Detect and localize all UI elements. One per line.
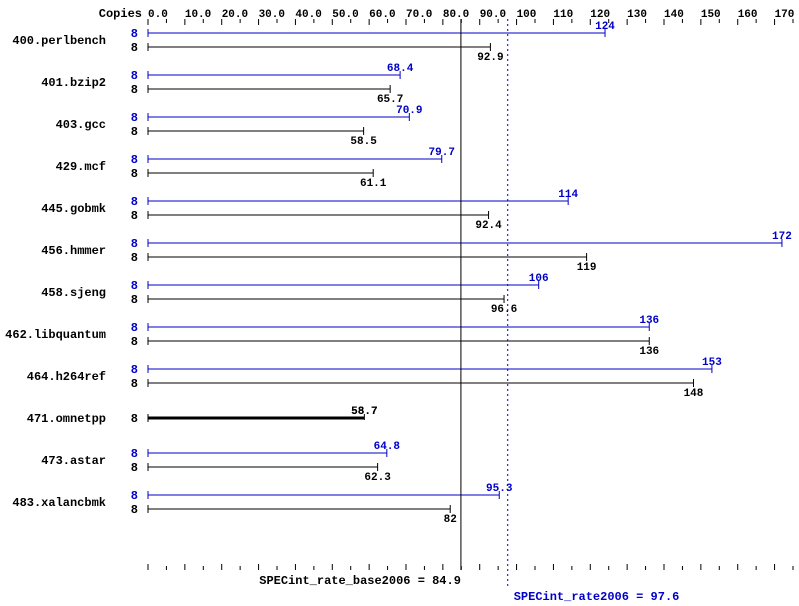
copies-label: 8 (131, 503, 138, 517)
svg-text:10.0: 10.0 (185, 9, 211, 21)
value-label: 136 (639, 315, 659, 327)
svg-text:58.7: 58.7 (351, 406, 377, 418)
value-label: 172 (772, 231, 792, 243)
svg-text:110: 110 (553, 9, 573, 21)
benchmark-name: 456.hmmer (41, 244, 106, 258)
value-label: 106 (529, 273, 549, 285)
copies-label: 8 (131, 111, 138, 125)
copies-label: 8 (131, 195, 138, 209)
copies-label: 8 (131, 489, 138, 503)
svg-text:70.0: 70.0 (406, 9, 432, 21)
copies-label: 8 (131, 209, 138, 223)
copies-label: 8 (131, 153, 138, 167)
value-label: 92.4 (475, 220, 502, 232)
benchmark-name: 445.gobmk (41, 202, 106, 216)
copies-label: 8 (131, 27, 138, 41)
svg-text:Copies: Copies (99, 7, 142, 21)
value-label: 64.8 (374, 441, 401, 453)
copies-label: 8 (131, 321, 138, 335)
svg-text:80.0: 80.0 (443, 9, 469, 21)
copies-label: 8 (131, 69, 138, 83)
copies-label: 8 (131, 279, 138, 293)
svg-text:60.0: 60.0 (369, 9, 395, 21)
value-label: 58.5 (350, 136, 377, 148)
svg-text:130: 130 (627, 9, 647, 21)
value-label: 124 (595, 21, 615, 33)
copies-label: 8 (131, 461, 138, 475)
copies-label: 8 (131, 377, 138, 391)
benchmark-name: 401.bzip2 (41, 76, 106, 90)
copies-label: 8 (131, 335, 138, 349)
benchmark-name: 462.libquantum (5, 328, 106, 342)
svg-text:170: 170 (775, 9, 795, 21)
copies-label: 8 (131, 41, 138, 55)
value-label: 68.4 (387, 63, 414, 75)
benchmark-name: 458.sjeng (41, 286, 106, 300)
copies-label: 8 (131, 83, 138, 97)
svg-text:140: 140 (664, 9, 684, 21)
svg-text:40.0: 40.0 (295, 9, 321, 21)
value-label: 62.3 (364, 472, 391, 484)
svg-text:120: 120 (590, 9, 610, 21)
value-label: 95.3 (486, 483, 513, 495)
value-label: 153 (702, 357, 722, 369)
value-label: 119 (577, 262, 597, 274)
benchmark-name: 471.omnetpp (27, 412, 106, 426)
copies-label: 8 (131, 293, 138, 307)
benchmark-name: 429.mcf (56, 160, 106, 174)
benchmark-name: 473.astar (41, 454, 106, 468)
svg-text:90.0: 90.0 (480, 9, 506, 21)
value-label: 82 (444, 514, 457, 526)
value-label: 92.9 (477, 52, 503, 64)
value-label: 96.6 (491, 304, 517, 316)
value-label: 70.9 (396, 105, 422, 117)
copies-label: 8 (131, 447, 138, 461)
svg-text:30.0: 30.0 (259, 9, 285, 21)
benchmark-name: 464.h264ref (27, 370, 106, 384)
benchmark-name: 483.xalancbmk (12, 496, 106, 510)
copies-label: 8 (131, 363, 138, 377)
svg-text:50.0: 50.0 (332, 9, 358, 21)
benchmark-name: 403.gcc (56, 118, 106, 132)
svg-text:0.0: 0.0 (148, 9, 168, 21)
value-label: 61.1 (360, 178, 387, 190)
value-label: 148 (684, 388, 704, 400)
spec-rate-chart: 0.0 10.0 20.0 30.0 40.0 50.0 60.0 70.0 80.0 90.0 1… (0, 0, 799, 606)
value-label: 79.7 (429, 147, 455, 159)
value-label: 136 (639, 346, 659, 358)
svg-text:20.0: 20.0 (222, 9, 248, 21)
ref-label-base: SPECint_rate_base2006 = 84.9 (259, 574, 461, 588)
value-label: 114 (558, 189, 578, 201)
copies-label: 8 (131, 237, 138, 251)
benchmark-name: 400.perlbench (12, 34, 106, 48)
copies-label: 8 (131, 251, 138, 265)
copies-label: 8 (131, 167, 138, 181)
svg-text:160: 160 (738, 9, 758, 21)
copies-label: 8 (131, 412, 138, 426)
copies-label: 8 (131, 125, 138, 139)
ref-label-peak: SPECint_rate2006 = 97.6 (514, 590, 680, 604)
svg-text:150: 150 (701, 9, 721, 21)
svg-text:100: 100 (517, 9, 537, 21)
